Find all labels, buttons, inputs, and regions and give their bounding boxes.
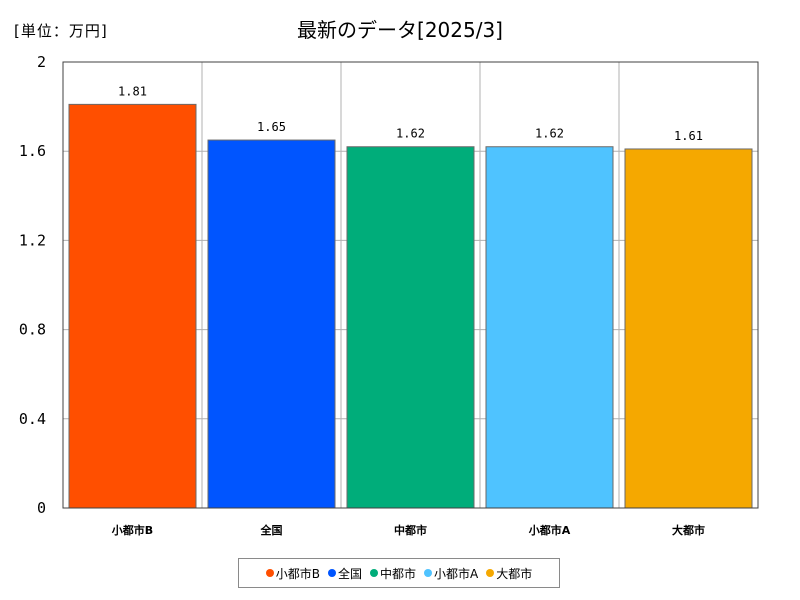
y-tick-label: 2 <box>37 53 46 71</box>
bar-1 <box>68 103 197 509</box>
legend-label: 小都市B <box>275 566 320 581</box>
bar-2 <box>207 139 336 509</box>
bar-3 <box>346 146 475 509</box>
legend-label: 大都市 <box>496 566 533 581</box>
legend-label: 全国 <box>337 566 362 581</box>
value-label: 1.61 <box>674 129 703 143</box>
legend: 小都市B 全国 中都市 小都市A 大都市 <box>238 558 560 588</box>
chart-title: 最新のデータ[2025/3] <box>297 18 503 42</box>
legend-label: 中都市 <box>380 566 417 581</box>
y-tick-label: 0 <box>37 499 46 517</box>
x-tick-label: 中都市 <box>394 523 427 537</box>
value-label: 1.62 <box>396 127 425 141</box>
legend-item: 大都市 <box>486 565 532 582</box>
y-tick-label: 0.8 <box>19 321 46 339</box>
value-label: 1.65 <box>257 120 286 134</box>
legend-item: 中都市 <box>370 565 416 582</box>
x-tick-label: 小都市A <box>528 523 571 537</box>
y-tick-label: 1.6 <box>19 142 46 160</box>
value-label: 1.62 <box>535 127 564 141</box>
legend-item: 小都市A <box>424 565 478 582</box>
legend-dot-icon <box>327 569 336 577</box>
legend-label: 小都市A <box>434 566 479 581</box>
legend-item: 全国 <box>327 565 362 582</box>
bar-layer <box>68 103 753 509</box>
unit-label: [単位：万円] <box>14 22 108 40</box>
value-label: 1.81 <box>118 84 147 98</box>
legend-item: 小都市B <box>265 565 320 582</box>
legend-dot-icon <box>424 569 433 577</box>
plot-frame <box>62 61 759 509</box>
x-tick-label: 小都市B <box>111 523 153 537</box>
legend-dot-icon <box>370 569 378 577</box>
legend-dot-icon <box>265 569 274 577</box>
bar-4 <box>485 146 614 509</box>
x-tick-label: 全国 <box>260 523 283 537</box>
label-layer: 00.40.81.21.621.81小都市B1.65全国1.62中都市1.62小… <box>19 53 705 537</box>
y-tick-label: 1.2 <box>19 231 46 249</box>
y-tick-label: 0.4 <box>19 410 46 428</box>
bar-5 <box>624 148 753 509</box>
x-tick-label: 大都市 <box>672 523 705 537</box>
legend-dot-icon <box>486 569 495 577</box>
